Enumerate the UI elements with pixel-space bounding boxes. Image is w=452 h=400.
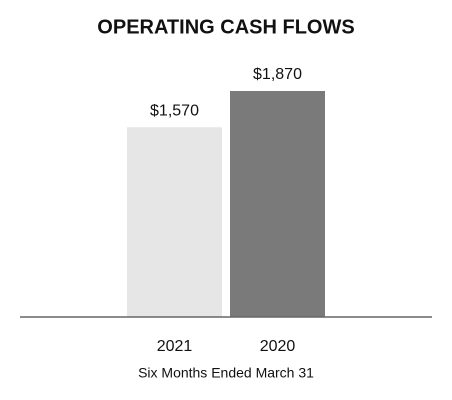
value-label: $1,870 bbox=[253, 66, 302, 83]
x-tick-label: 2020 bbox=[260, 338, 296, 355]
bar bbox=[230, 91, 325, 317]
value-label: $1,570 bbox=[150, 102, 199, 119]
x-tick-label: 2021 bbox=[157, 338, 193, 355]
x-axis-label: Six Months Ended March 31 bbox=[138, 365, 314, 381]
bar bbox=[127, 127, 222, 317]
chart-title: OPERATING CASH FLOWS bbox=[97, 16, 354, 38]
